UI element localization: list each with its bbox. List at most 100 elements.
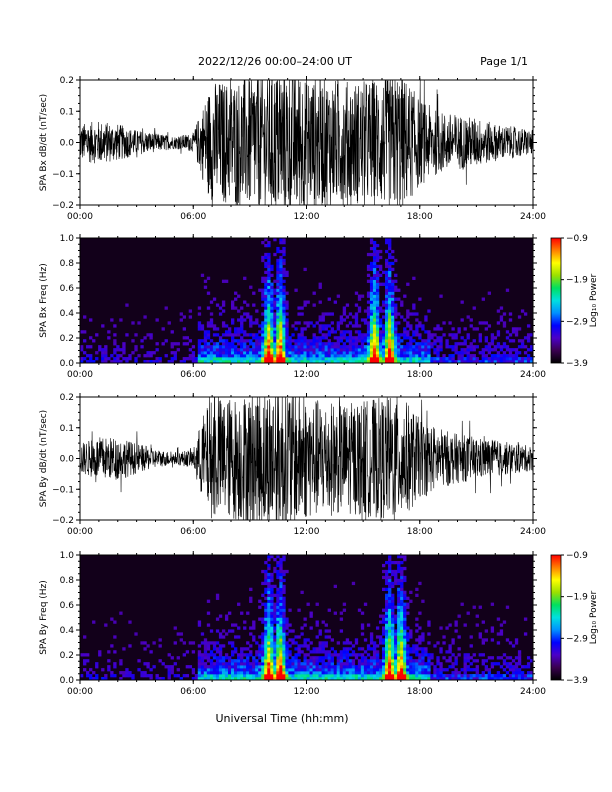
spectrogram-cell [378,668,383,672]
spectrogram-cell [357,345,362,349]
spectrogram-cell [237,674,241,678]
spectrogram-cell [375,300,380,304]
spectrogram-cell [273,348,277,352]
spectrogram-cell [330,327,334,331]
spectrogram-cell [285,351,289,355]
spectrogram-cell [104,345,108,349]
spectrogram-cell [288,662,292,666]
spectrogram-cell [418,635,422,639]
spectrogram-cell [345,647,350,651]
spectrogram-cell [167,674,171,678]
spectrogram-cell [403,360,407,364]
spectrogram-cell [394,354,398,358]
spectrogram-cell [339,345,344,349]
spectrogram-cell [378,348,383,352]
spectrogram-cell [354,321,359,325]
spectrogram-cell [391,626,395,630]
spectrogram-cell [261,671,265,675]
spectrogram-cell [412,357,416,361]
spectrogram-cell [382,638,386,642]
spectrogram-cell [442,354,446,358]
spectrogram-cell [475,665,479,669]
spectrogram-cell [282,641,286,645]
spectrogram-cell [303,348,307,352]
spectrogram-cell [270,330,274,334]
spectrogram-cell [345,303,350,307]
spectrogram-cell [285,653,289,657]
spectrogram-cell [324,336,328,340]
spectrogram-cell [285,357,289,361]
spectrogram-cell [388,611,392,615]
spectrogram-cell [469,662,473,666]
spectrogram-cell [369,303,374,307]
spectrogram-cell [397,555,401,559]
spectrogram-cell [261,674,265,678]
spectrogram-cell [490,626,495,630]
spectrogram-cell [391,345,395,349]
spectrogram-cell [267,291,271,295]
spectrogram-cell [279,557,283,562]
spectrogram-cell [421,348,425,352]
colorbar-tick-label: −2.9 [566,317,588,327]
spectrogram-cell [391,593,395,597]
spectrogram-cell [231,351,235,355]
spectrogram-cell [382,677,386,681]
spectrogram-cell [282,590,286,594]
y-tick-label: 0.0 [60,676,75,686]
spectrogram-cell [529,357,534,361]
colorbar-tick-label: −2.9 [566,634,588,644]
spectrogram-cell [227,677,232,681]
y-tick-label: 0.1 [60,424,74,434]
spectrogram-cell [382,617,386,621]
spectrogram-cell [264,572,268,577]
spectrogram-cell [357,339,362,343]
spectrogram-cell [354,330,359,334]
spectrogram-cell [270,590,274,594]
spectrogram-cell [279,240,283,245]
spectrogram-cell [369,339,374,343]
spectrogram-cell [276,563,280,568]
spectrogram-cell [493,662,498,666]
spectrogram-cell [463,671,467,675]
spectrogram-cell [218,644,223,648]
spectrogram-cell [369,674,374,678]
spectrogram-cell [291,357,295,361]
spectrogram-cell [264,569,268,574]
spectrogram-cell [382,647,386,651]
spectrogram-cell [276,614,280,618]
spectrogram-cell [448,647,452,651]
spectrogram-cell [282,623,286,627]
spectrogram-cell [394,578,398,583]
spectrogram-cell [366,252,371,257]
spectrogram-cell [107,650,111,654]
spectrogram-cell [297,659,301,663]
spectrogram-cell [264,587,268,592]
spectrogram-cell [526,354,531,358]
spectrogram-cell [221,629,226,633]
spectrogram-cell [221,348,226,352]
spectrogram-cell [318,647,322,651]
spectrogram-cell [215,650,220,654]
spectrogram-cell [173,626,177,630]
spectrogram-cell [261,620,265,624]
spectrogram-cell [391,638,395,642]
spectrogram-cell [385,605,389,609]
spectrogram-cell [363,354,368,358]
spectrogram-cell [197,623,202,627]
spectrogram-cell [375,297,380,301]
spectrogram-cell [508,312,513,316]
spectrogram-cell [385,638,389,642]
spectrogram-cell [406,321,410,325]
y-tick-label: −0.1 [52,170,74,180]
spectrogram-cell [520,309,525,313]
spectrogram-cell [80,330,84,334]
spectrogram-cell [333,330,337,334]
spectrogram-cell [270,632,274,636]
spectrogram-cell [526,339,531,343]
spectrogram-cell [508,662,513,666]
spectrogram-cell [270,303,274,307]
spectrogram-cell [400,357,404,361]
spectrogram-cell [472,339,476,343]
spectrogram-cell [215,342,220,346]
spectrogram-cell [478,605,482,609]
